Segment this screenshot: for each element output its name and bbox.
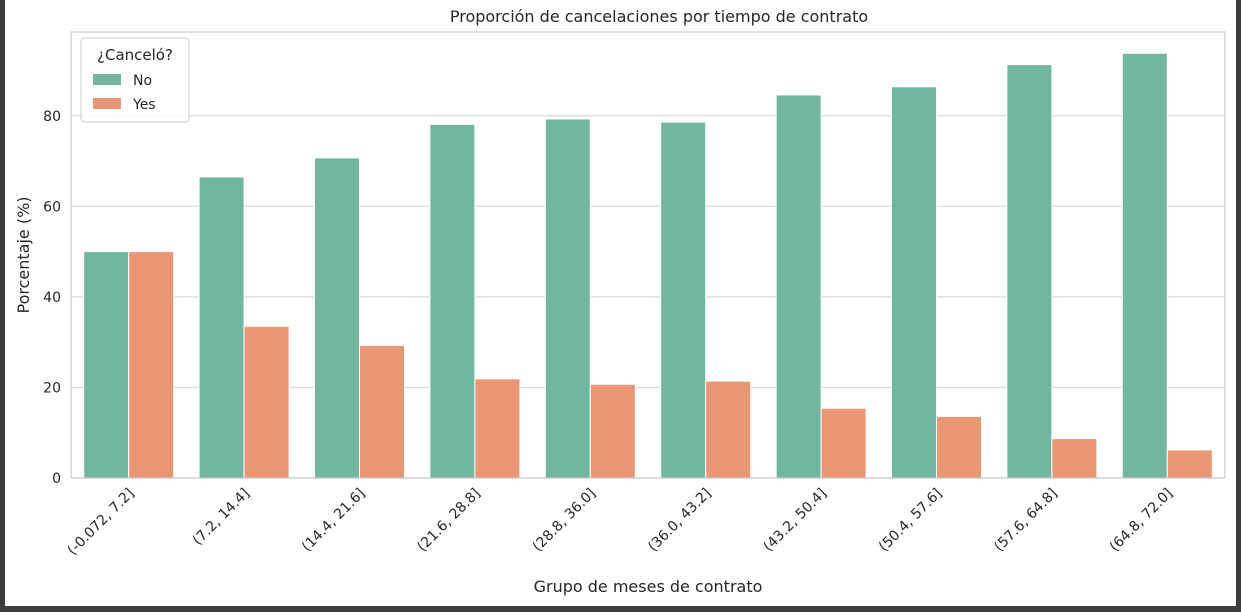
legend-title: ¿Canceló? [97,46,173,64]
bar-no-1 [198,176,245,479]
x-tick-label: (36.0, 43.2] [645,486,714,555]
x-tick-label: (21.6, 28.8] [414,486,483,555]
bars [83,52,1213,479]
bar-chart: Proporción de cancelaciones por tiempo d… [14,7,1226,596]
bar-no-3 [429,123,476,479]
bar-no-5 [660,121,707,479]
legend-label-yes: Yes [132,97,156,113]
legend: ¿Canceló? No Yes [80,37,190,123]
y-tick-label: 0 [52,471,61,487]
bar-no-7 [891,86,937,479]
bar-yes-3 [474,378,521,479]
bar-yes-8 [1051,438,1098,479]
bar-yes-4 [589,383,636,479]
y-tick-label: 60 [43,199,61,215]
x-tick-label: (7.2, 14.4] [190,486,253,549]
y-tick-label: 20 [43,380,61,396]
x-axis-label: Grupo de meses de contrato [534,577,763,596]
chart-frame: Proporción de cancelaciones por tiempo d… [5,0,1236,606]
bar-yes-2 [359,344,405,479]
bar-no-0 [83,251,130,479]
bar-yes-9 [1166,449,1213,479]
x-tick-label: (64.8, 72.0] [1107,486,1176,555]
y-tick-label: 80 [43,109,61,125]
legend-swatch-yes [93,98,121,109]
x-tick-label: (14.4, 21.6] [299,486,368,555]
x-tick-label: (57.6, 64.8] [991,486,1060,555]
bar-no-9 [1121,52,1168,479]
x-tick-label: (43.2, 50.4] [761,486,830,555]
bar-no-6 [775,94,822,479]
bar-yes-7 [936,415,982,479]
x-tick-label: (-0.072, 7.2] [65,486,138,559]
bar-no-8 [1006,64,1053,479]
bar-no-4 [544,118,591,479]
bar-yes-6 [820,407,867,479]
x-tick-label: (50.4, 57.6] [876,486,945,555]
x-tick-label: (28.8, 36.0] [530,486,599,555]
bar-yes-5 [705,380,752,479]
bar-no-2 [314,157,360,479]
bar-yes-0 [128,251,175,479]
y-axis-label: Porcentaje (%) [14,196,33,313]
legend-label-no: No [133,73,152,89]
legend-swatch-no [93,74,121,85]
y-tick-label: 40 [43,290,61,306]
chart-title: Proporción de cancelaciones por tiempo d… [450,7,868,26]
plot-border [70,31,1226,479]
bar-yes-1 [243,325,290,479]
